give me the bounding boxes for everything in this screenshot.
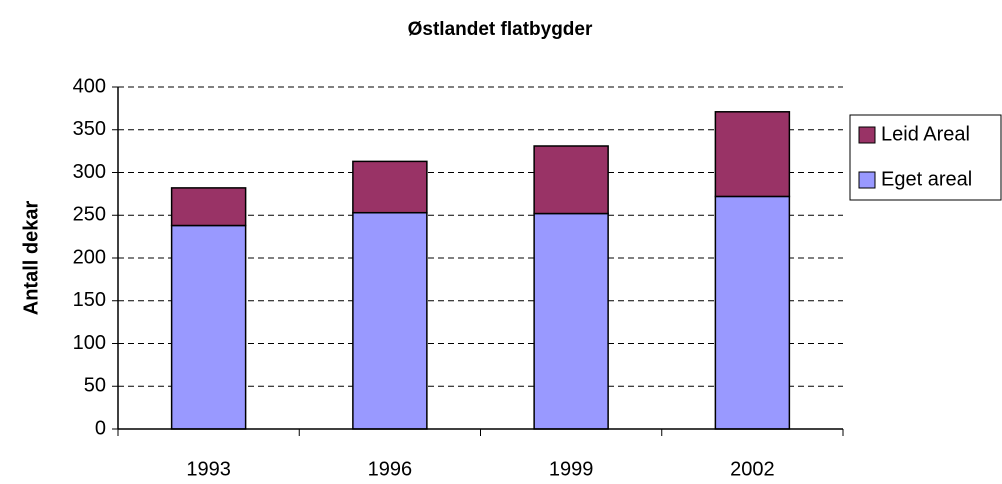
bar-segment	[352, 211, 428, 430]
y-tick-label: 0	[95, 417, 106, 439]
x-tick-label: 2002	[730, 458, 775, 480]
y-tick-label: 300	[73, 161, 106, 183]
legend-label: Eget areal	[881, 168, 972, 190]
chart-title: Østlandet flatbygder	[408, 19, 593, 40]
y-tick-label: 350	[73, 118, 106, 140]
x-tick-label: 1993	[186, 458, 231, 480]
y-tick-label: 100	[73, 332, 106, 354]
bar-segment	[352, 160, 428, 214]
y-tick-label: 400	[73, 75, 106, 97]
bar-segment	[714, 195, 791, 430]
bar-segment	[533, 212, 609, 430]
bar-segment	[533, 145, 609, 215]
bar-segment	[170, 224, 247, 430]
bar-segment	[714, 111, 791, 198]
y-tick-label: 150	[73, 289, 106, 311]
legend-swatch	[858, 126, 876, 144]
y-tick-label: 200	[73, 246, 106, 268]
x-tick-label: 1999	[549, 458, 594, 480]
y-tick-label: 250	[73, 204, 106, 226]
y-tick-label: 50	[84, 375, 106, 397]
legend-swatch	[858, 171, 876, 189]
bar-segment	[170, 187, 247, 227]
y-axis-label: Antall dekar	[20, 201, 42, 316]
legend-label: Leid Areal	[881, 123, 970, 145]
x-tick-label: 1996	[368, 458, 413, 480]
